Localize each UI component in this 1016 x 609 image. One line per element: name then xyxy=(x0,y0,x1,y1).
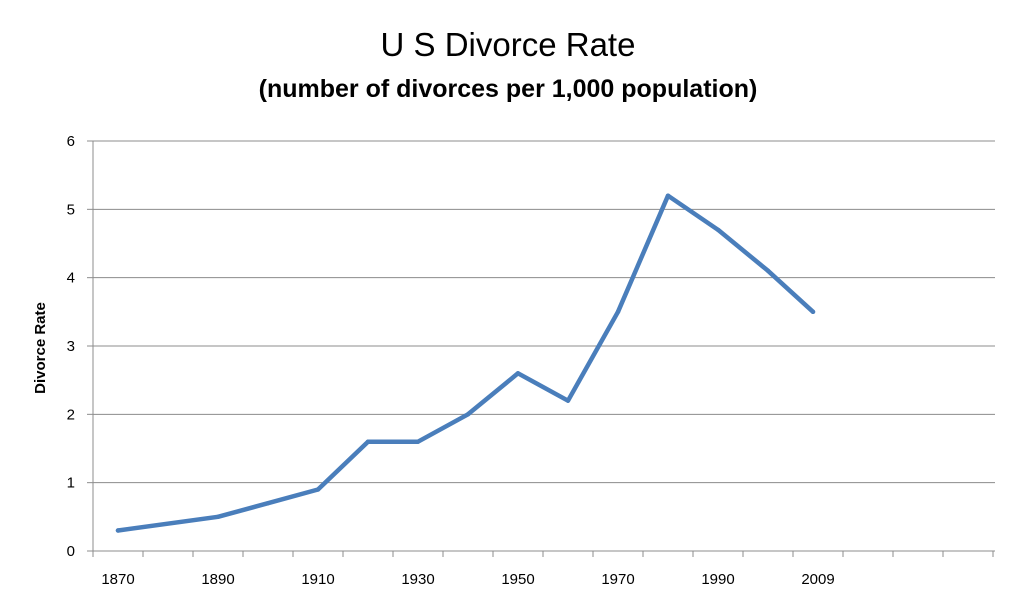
data-point xyxy=(615,309,621,315)
gridlines xyxy=(93,140,995,484)
data-point xyxy=(115,528,121,533)
y-tick-label: 4 xyxy=(67,270,75,287)
chart-title: U S Divorce Rate xyxy=(380,26,636,63)
x-tick-label: 1870 xyxy=(101,571,134,588)
data-point xyxy=(665,193,671,198)
series-line xyxy=(115,193,816,533)
y-tick-label: 6 xyxy=(67,133,75,150)
data-point xyxy=(315,487,321,492)
axes xyxy=(87,140,995,557)
x-tick-label: 1910 xyxy=(301,571,334,588)
y-tick-label: 0 xyxy=(67,543,75,560)
data-point xyxy=(415,439,421,444)
y-tick-label: 5 xyxy=(67,201,75,218)
x-tick-label: 1950 xyxy=(501,571,534,588)
x-tick-label: 1930 xyxy=(401,571,434,588)
data-point xyxy=(810,309,816,315)
y-axis-title: Divorce Rate xyxy=(32,302,49,394)
series-lines xyxy=(115,193,816,533)
x-tick-label: 1970 xyxy=(601,571,634,588)
chart-subtitle: (number of divorces per 1,000 population… xyxy=(258,75,758,103)
x-tick-label: 1890 xyxy=(201,571,234,588)
data-point xyxy=(565,398,571,403)
data-point xyxy=(515,371,521,376)
data-point xyxy=(765,268,771,274)
y-tick-label: 2 xyxy=(67,406,75,423)
y-tick-label: 1 xyxy=(67,475,75,492)
x-tick-label: 1990 xyxy=(701,571,734,588)
data-point xyxy=(465,412,471,417)
data-point xyxy=(265,500,271,506)
data-point xyxy=(215,514,221,520)
data-point xyxy=(715,227,721,233)
y-tick-labels: 0 1 2 3 4 5 6 xyxy=(67,133,75,560)
x-tick-labels: 1870 1890 1910 1930 1950 1970 1990 2009 xyxy=(101,571,834,588)
data-point xyxy=(365,439,371,444)
y-tick-label: 3 xyxy=(67,338,75,355)
x-tick-label: 2009 xyxy=(801,571,834,588)
